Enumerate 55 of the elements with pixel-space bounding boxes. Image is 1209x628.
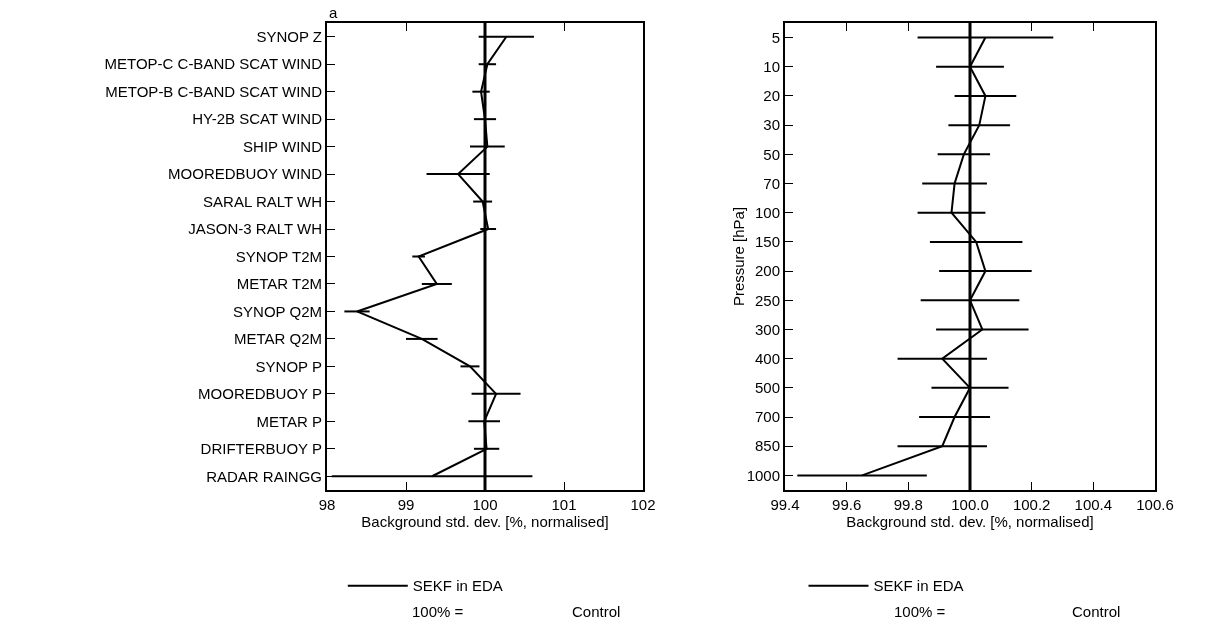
- y-tick-label: METAR Q2M: [233, 330, 322, 348]
- y-tick-label: SYNOP Q2M: [233, 302, 322, 320]
- x-tick-label: 99.4: [770, 496, 800, 513]
- y-tick-label: 400: [754, 349, 780, 367]
- text: 100% =: [412, 603, 464, 620]
- legend-label: SEKF in EDA: [412, 577, 503, 595]
- y-tick-label: 200: [754, 262, 780, 280]
- y-tick-label: DRIFTERBUOY P: [200, 440, 322, 458]
- y-axis-title: Pressure [hPa]: [730, 206, 747, 307]
- y-tick-label: 150: [754, 233, 780, 251]
- y-tick-label: SARAL RALT WH: [203, 192, 322, 210]
- text: Control: [572, 603, 621, 620]
- y-tick-label: SYNOP Z: [256, 27, 322, 45]
- y-tick-label: 30: [763, 116, 780, 134]
- y-tick-label: HY-2B SCAT WIND: [192, 110, 323, 128]
- y-tick-label: 500: [754, 379, 780, 397]
- x-tick-label: 99: [397, 496, 415, 513]
- y-tick-label: SHIP WIND: [243, 137, 323, 155]
- x-tick-label: 100.2: [1012, 496, 1051, 513]
- text: 100% =: [894, 603, 946, 620]
- y-tick-label: 100: [754, 203, 780, 221]
- x-tick-label: 99.8: [893, 496, 923, 513]
- x-tick-label: 99.6: [832, 496, 862, 513]
- x-tick-label: 100: [472, 496, 498, 513]
- y-tick-label: 250: [754, 291, 780, 309]
- x-tick-label: 100.0: [951, 496, 989, 513]
- y-tick-label: SYNOP T2M: [235, 247, 322, 265]
- y-tick-label: 700: [754, 408, 780, 426]
- y-tick-label: METOP-B C-BAND SCAT WIND: [105, 82, 323, 100]
- y-tick-label: MOOREDBUOY WIND: [168, 165, 323, 183]
- y-tick-label: 5: [771, 28, 780, 46]
- y-tick-label: METAR T2M: [236, 275, 322, 293]
- x-axis-title: Background std. dev. [%, normalised]: [361, 513, 609, 530]
- y-tick-label: RADAR RAINGG: [206, 467, 322, 485]
- y-tick-label: 850: [754, 437, 780, 455]
- x-axis-title: Background std. dev. [%, normalised]: [846, 513, 1094, 530]
- text: a: [329, 4, 338, 21]
- x-tick-label: 102: [630, 496, 656, 513]
- y-tick-label: 50: [763, 145, 780, 163]
- y-tick-label: 300: [754, 320, 780, 338]
- legend-label: SEKF in EDA: [873, 577, 964, 595]
- y-tick-label: 10: [763, 58, 780, 76]
- y-tick-label: 20: [763, 87, 780, 105]
- y-tick-label: 70: [763, 174, 780, 192]
- x-tick-label: 98: [318, 496, 336, 513]
- text: Control: [1072, 603, 1121, 620]
- y-tick-label: 1000: [746, 466, 780, 484]
- y-tick-label: METAR P: [256, 412, 322, 430]
- y-tick-label: METOP-C C-BAND SCAT WIND: [104, 55, 323, 73]
- y-tick-label: MOOREDBUOY P: [198, 385, 322, 403]
- x-tick-label: 100.6: [1136, 496, 1174, 513]
- y-tick-label: SYNOP P: [255, 357, 322, 375]
- x-tick-label: 101: [551, 496, 577, 513]
- x-tick-label: 100.4: [1074, 496, 1113, 513]
- y-tick-label: JASON-3 RALT WH: [188, 220, 322, 238]
